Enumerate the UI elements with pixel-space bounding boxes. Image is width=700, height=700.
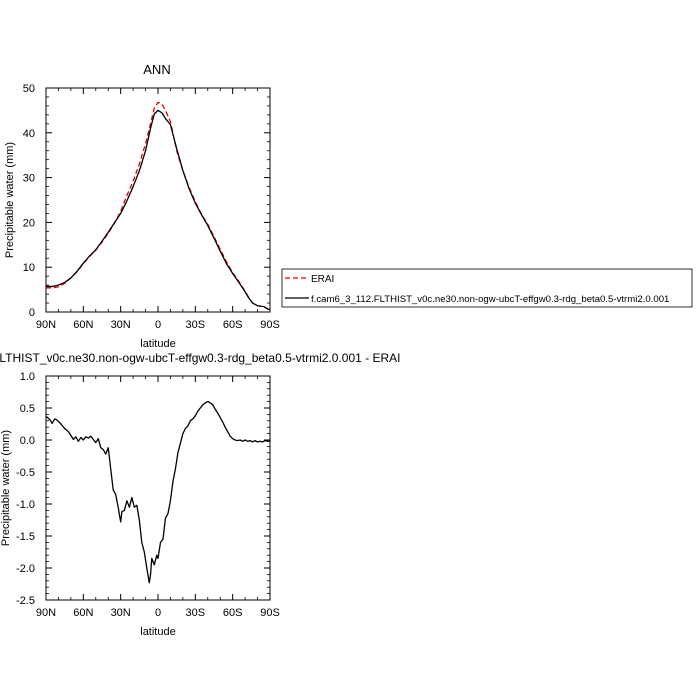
bottom-plot-frame: [45, 375, 271, 601]
top-y-tick-label: 20: [23, 217, 35, 229]
bot-y-tick-label: 1.0: [20, 371, 35, 383]
top-x-tick-label: 60N: [73, 319, 93, 331]
bot-series-line-0: [45, 400, 270, 584]
bot-y-tick-label: -1.5: [16, 531, 35, 543]
bottom-x-ticks: 90N 60N 30N 0 30S 60S 90S: [36, 376, 280, 619]
bot-x-tick-label: 0: [155, 607, 161, 619]
legend-label-erai: ERAI: [311, 274, 334, 285]
bottom-chart-title: f.cam6_3_112.FLTHIST_v0c.ne30.non-ogw-ub…: [0, 351, 400, 365]
top-x-axis-label: latitude: [140, 338, 175, 350]
bot-x-tick-label: 30N: [111, 607, 131, 619]
legend: ERAI f.cam6_3_112.FLTHIST_v0c.ne30.non-o…: [281, 268, 693, 308]
top-panel: ANN 90N 60N 30N 0 30S 60S 90S 0 10 20 30 40 50 lati…: [4, 62, 280, 350]
bottom-y-ticks: -2.5 -2.0 -1.5 -1.0 -0.5 0.0 0.5 1.0: [16, 371, 270, 607]
bot-y-tick-label: 0.0: [20, 435, 35, 447]
top-x-tick-label: 60S: [223, 319, 243, 331]
top-x-tick-label: 30S: [186, 319, 206, 331]
top-x-tick-label: 30N: [111, 319, 131, 331]
top-y-tick-label: 50: [23, 83, 35, 95]
top-x-tick-label: 90N: [36, 319, 56, 331]
bot-x-tick-label: 90S: [260, 607, 280, 619]
top-y-tick-label: 30: [23, 173, 35, 185]
top-y-tick-label: 40: [23, 128, 35, 140]
top-x-tick-label: 0: [155, 319, 161, 331]
legend-label-model: f.cam6_3_112.FLTHIST_v0c.ne30.non-ogw-ub…: [311, 294, 669, 305]
top-x-ticks: 90N 60N 30N 0 30S 60S 90S: [36, 88, 280, 331]
bot-x-tick-label: 90N: [36, 607, 56, 619]
top-series-line-1: [46, 109, 271, 311]
bot-y-tick-label: -2.0: [16, 563, 35, 575]
legend-box: [281, 268, 693, 308]
top-y-ticks: 0 10 20 30 40 50: [23, 83, 270, 319]
bot-y-tick-label: 0.5: [20, 403, 35, 415]
top-y-tick-label: 10: [23, 262, 35, 274]
bot-y-tick-label: -2.5: [16, 595, 35, 607]
top-series-lines: [46, 101, 271, 311]
bot-x-tick-label: 30S: [186, 607, 206, 619]
bot-y-tick-label: -0.5: [16, 467, 35, 479]
bottom-series-lines: [45, 400, 270, 584]
bottom-x-axis-label: latitude: [140, 626, 175, 638]
bot-x-tick-label: 60S: [223, 607, 243, 619]
bot-x-tick-label: 60N: [73, 607, 93, 619]
bottom-y-axis-label: Precipitable water (mm): [0, 430, 12, 546]
top-y-axis-label: Precipitable water (mm): [4, 142, 16, 258]
top-chart-title: ANN: [143, 62, 170, 77]
bot-y-tick-label: -1.0: [16, 499, 35, 511]
top-y-tick-label: 0: [29, 307, 35, 319]
top-x-tick-label: 90S: [260, 319, 280, 331]
bottom-panel: f.cam6_3_112.FLTHIST_v0c.ne30.non-ogw-ub…: [0, 351, 400, 638]
